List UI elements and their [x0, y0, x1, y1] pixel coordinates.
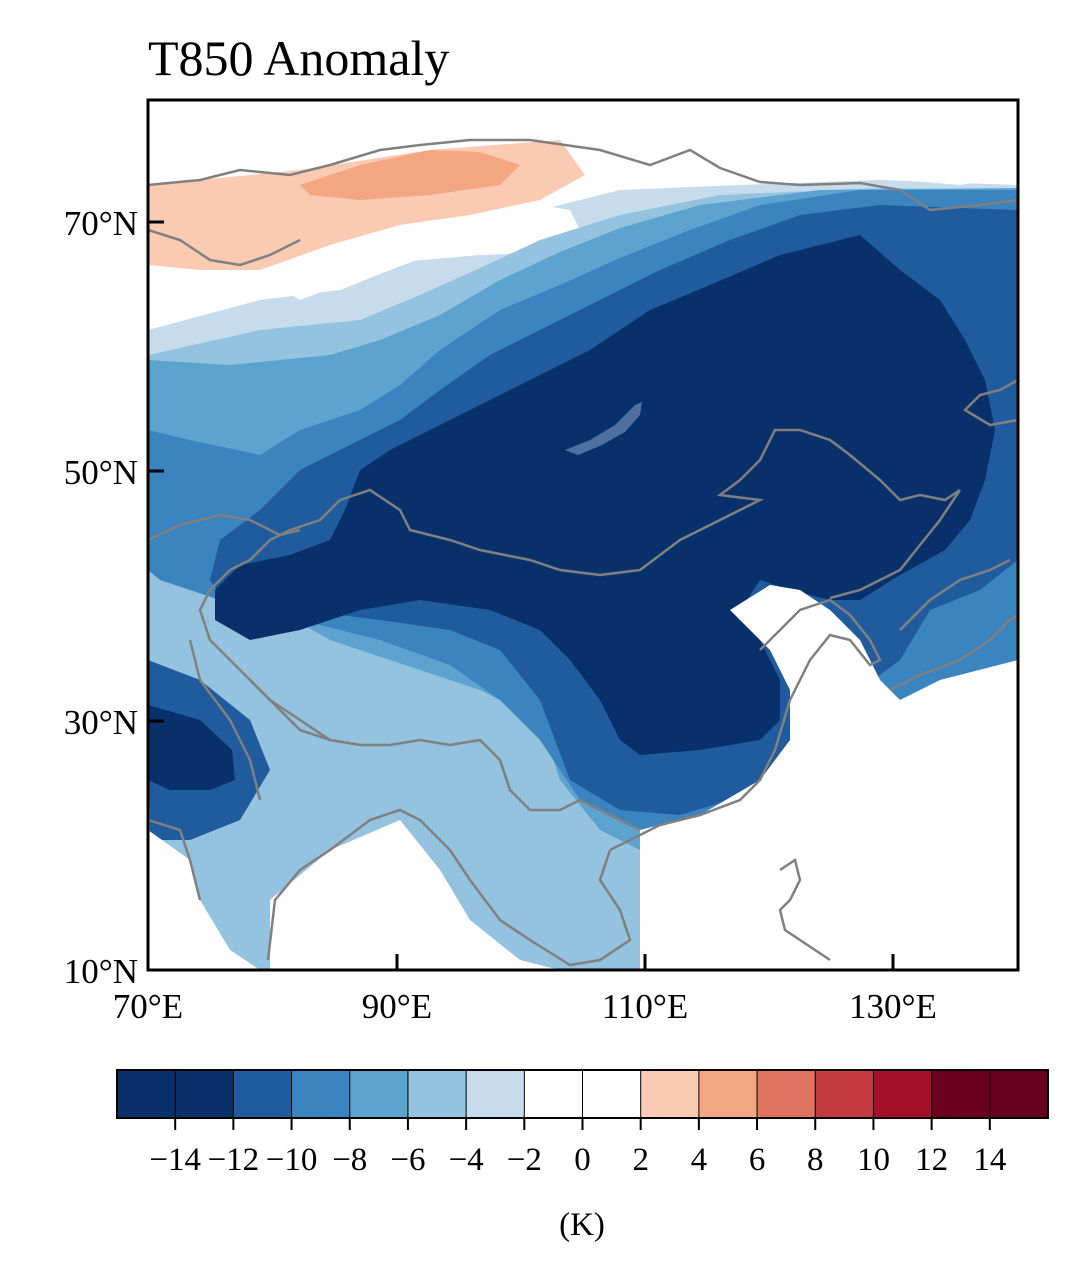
- lon-label: 110°E: [602, 987, 689, 1026]
- colorbar-bin: [989, 1070, 1049, 1118]
- colorbar-bin: [233, 1070, 293, 1118]
- lat-label: 50°N: [64, 453, 138, 492]
- map-area: [148, 100, 1018, 970]
- colorbar-tick-label: −6: [390, 1142, 425, 1178]
- colorbar-unit-label: (K): [559, 1207, 605, 1243]
- cold-anomaly-southwest-core: [148, 705, 235, 790]
- colorbar-bin: [757, 1070, 816, 1118]
- colorbar-bin: [698, 1070, 758, 1118]
- colorbar-tick-label: 6: [749, 1142, 766, 1178]
- mongolia-border: [339, 428, 961, 577]
- warm-anomaly-mid: [300, 150, 520, 200]
- lake-baikal: [565, 402, 642, 455]
- colorbar-bin: [582, 1070, 642, 1118]
- lon-label: 70°E: [113, 987, 183, 1026]
- lat-ticks: [148, 220, 164, 972]
- lon-ticks: [146, 954, 895, 970]
- lon-label: 130°E: [849, 987, 937, 1026]
- no-data-south-sea: [270, 820, 560, 970]
- lon-label: 90°E: [362, 987, 432, 1026]
- colorbar-bin: [291, 1070, 351, 1118]
- colorbar-tick-label: 4: [691, 1142, 708, 1178]
- colorbar-bin: [349, 1070, 409, 1118]
- no-data-north: [148, 100, 880, 185]
- colorbar-tick-label: −12: [208, 1142, 260, 1178]
- coastlines: [148, 138, 1018, 967]
- southeast-asia-coast: [148, 808, 632, 967]
- japan-coast: [889, 558, 1018, 692]
- colorbar-bin: [931, 1070, 991, 1118]
- colorbar-tick-label: 2: [632, 1142, 649, 1178]
- cold-anomaly-core: [215, 235, 995, 755]
- colorbar-tick-label: 8: [807, 1142, 824, 1178]
- neutral-anomaly: [260, 205, 585, 300]
- korea-china-coast: [609, 598, 882, 852]
- country-borders: [148, 428, 962, 832]
- arctic-coast-2: [148, 228, 301, 267]
- eastern-coast-north: [962, 378, 1018, 427]
- lat-label: 70°N: [64, 204, 138, 243]
- colorbar-bin: [873, 1070, 933, 1118]
- lat-label: 10°N: [64, 952, 138, 991]
- colorbar-tick-label: 0: [574, 1142, 591, 1178]
- colorbar-bin: [466, 1070, 525, 1118]
- colorbar-tick-label: −4: [449, 1142, 484, 1178]
- map-title: T850 Anomaly: [148, 30, 449, 86]
- colorbar-bin: [815, 1070, 874, 1118]
- colorbar-tick-label: 10: [857, 1142, 890, 1178]
- china-northeast-border: [829, 489, 962, 600]
- lat-label: 30°N: [64, 703, 138, 742]
- colorbar-bin: [640, 1070, 700, 1118]
- anomaly-field: [148, 100, 1018, 970]
- colorbar: −14 −12 −10 −8 −6 −4 −2 0 2 4 6 8 10 12 14: [116, 1069, 1049, 1178]
- colorbar-bin: [175, 1070, 234, 1118]
- colorbar-tick-label: 12: [915, 1142, 948, 1178]
- india-border: [188, 639, 331, 801]
- colorbar-tick-label: −10: [266, 1142, 318, 1178]
- philippines-coast: [778, 857, 831, 962]
- colorbar-tick-label: −2: [507, 1142, 542, 1178]
- colorbar-tick-label: −8: [332, 1142, 367, 1178]
- colorbar-bin: [117, 1070, 176, 1118]
- colorbar-bin: [524, 1070, 583, 1118]
- central-asia-border: [148, 513, 301, 542]
- colorbar-bin: [407, 1070, 467, 1118]
- no-data-southeast: [640, 585, 1018, 970]
- no-data-northeast: [880, 100, 1018, 185]
- arctic-coast: [148, 138, 1018, 212]
- colorbar-tick-label: 14: [973, 1142, 1006, 1178]
- colorbar-tick-label: −14: [149, 1142, 201, 1178]
- no-data-southwest: [148, 830, 260, 970]
- map-frame: [146, 98, 1020, 972]
